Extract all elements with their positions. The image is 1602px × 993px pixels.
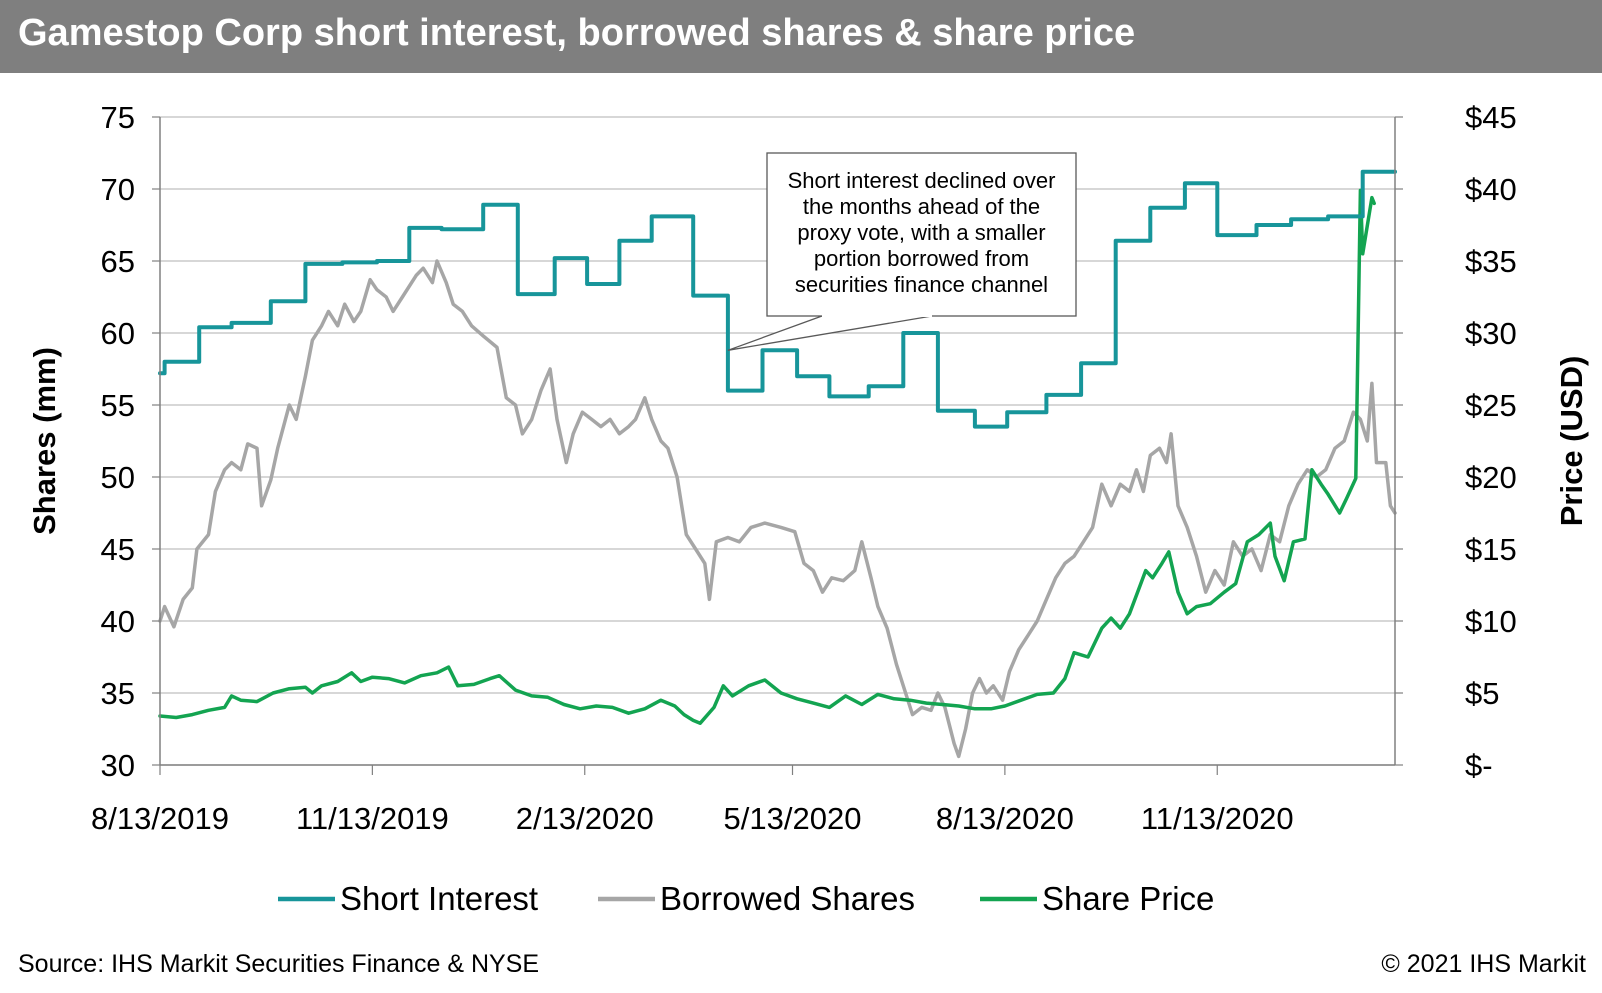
x-tick-label: 8/13/2019	[91, 801, 229, 836]
y-right-tick-label: $30	[1465, 316, 1517, 351]
y-left-axis-title: Shares (mm)	[27, 347, 62, 535]
copyright-note: © 2021 IHS Markit	[1381, 950, 1586, 978]
legend-label-share-price: Share Price	[1042, 880, 1214, 917]
legend-label-borrowed-shares: Borrowed Shares	[660, 880, 915, 917]
annotation-pointer	[727, 315, 933, 351]
series-line-share-price	[158, 188, 1376, 725]
y-right-tick-label: $20	[1465, 460, 1517, 495]
series-line-short-interest	[158, 169, 1397, 429]
y-left-tick-label: 40	[101, 604, 135, 639]
annotation-text-line: Short interest declined over	[788, 168, 1056, 193]
legend-label-short-interest: Short Interest	[340, 880, 538, 917]
y-left-tick-label: 50	[101, 460, 135, 495]
y-left-tick-label: 65	[101, 244, 135, 279]
y-right-tick-label: $5	[1465, 676, 1499, 711]
y-left-tick-label: 60	[101, 316, 135, 351]
y-left-tick-label: 45	[101, 532, 135, 567]
y-right-tick-label: $45	[1465, 100, 1517, 135]
legend: Short Interest Borrowed Shares Share Price	[278, 880, 1214, 917]
series-lines	[158, 169, 1397, 759]
y-left-tick-label: 70	[101, 172, 135, 207]
y-right-tick-label: $-	[1465, 748, 1493, 783]
y-left-tick-label: 30	[101, 748, 135, 783]
annotation-text-line: securities finance channel	[795, 272, 1048, 297]
annotation-box	[766, 152, 1077, 317]
y-left-tick-label: 35	[101, 676, 135, 711]
y-left-tick-label: 75	[101, 100, 135, 135]
series-line-borrowed-shares	[158, 259, 1397, 759]
annotation-text-line: portion borrowed from	[814, 246, 1029, 271]
source-note: Source: IHS Markit Securities Finance & …	[18, 950, 540, 978]
y-right-tick-label: $40	[1465, 172, 1517, 207]
axes: 75 70 65 60 55 50 45 40 35 30 $45 $40 $35 $30 $25 $20 $1…	[27, 100, 1589, 836]
x-tick-label: 2/13/2020	[516, 801, 654, 836]
x-tick-label: 11/13/2020	[1141, 801, 1294, 836]
chart-title: Gamestop Corp short interest, borrowed s…	[18, 12, 1136, 54]
annotation-text-line: proxy vote, with a smaller	[797, 220, 1045, 245]
x-tick-label: 11/13/2019	[296, 801, 449, 836]
y-right-axis-title: Price (USD)	[1554, 356, 1589, 527]
y-left-tick-label: 55	[101, 388, 135, 423]
title-bar: Gamestop Corp short interest, borrowed s…	[0, 0, 1602, 73]
y-right-tick-label: $25	[1465, 388, 1517, 423]
annotation-text-line: the months ahead of the	[803, 194, 1040, 219]
x-tick-label: 8/13/2020	[936, 801, 1074, 836]
y-right-tick-label: $15	[1465, 532, 1517, 567]
y-right-tick-label: $35	[1465, 244, 1517, 279]
y-right-tick-label: $10	[1465, 604, 1517, 639]
x-tick-label: 5/13/2020	[724, 801, 862, 836]
